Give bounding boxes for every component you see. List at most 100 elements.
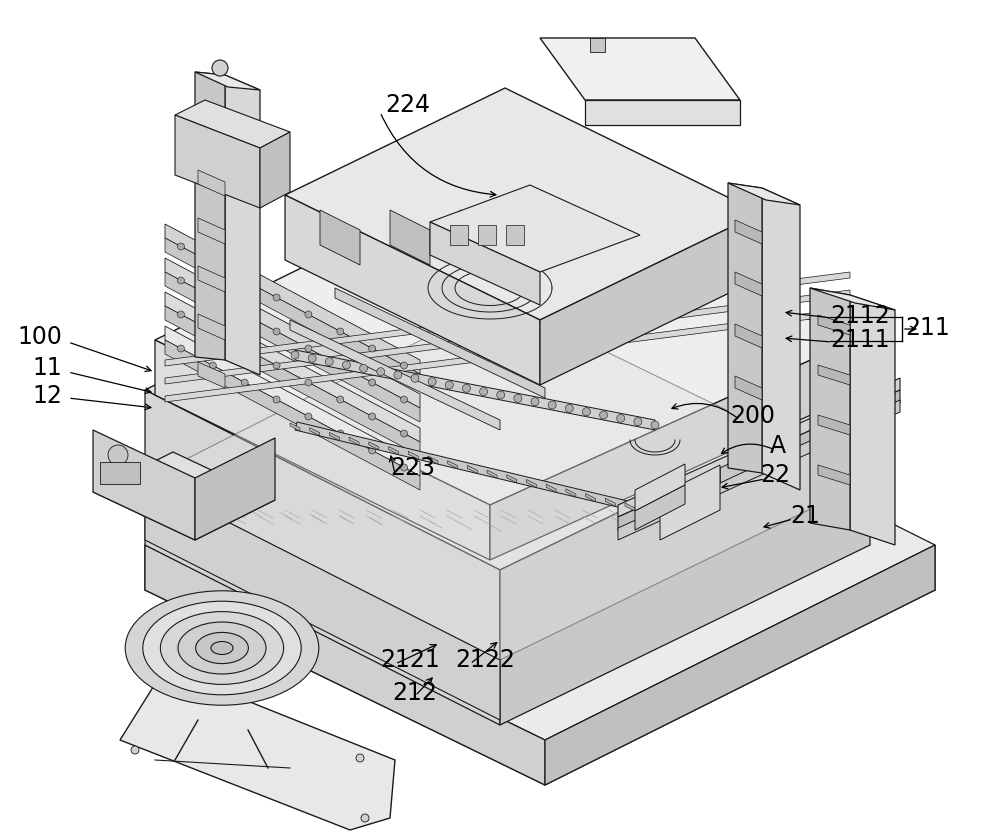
Circle shape — [337, 362, 344, 369]
Polygon shape — [145, 480, 500, 720]
Text: 224: 224 — [385, 93, 430, 117]
Polygon shape — [195, 72, 260, 90]
Polygon shape — [369, 442, 379, 450]
Polygon shape — [165, 306, 420, 456]
Polygon shape — [448, 461, 458, 468]
Polygon shape — [145, 390, 500, 725]
Bar — [506, 225, 524, 245]
Polygon shape — [175, 100, 290, 148]
Polygon shape — [165, 238, 420, 388]
Circle shape — [291, 351, 299, 359]
Polygon shape — [389, 447, 399, 454]
Polygon shape — [155, 175, 855, 505]
Circle shape — [497, 391, 505, 399]
Polygon shape — [430, 222, 540, 305]
Polygon shape — [526, 479, 536, 488]
Bar — [478, 225, 496, 245]
Polygon shape — [735, 272, 762, 296]
Polygon shape — [335, 288, 545, 398]
Circle shape — [241, 311, 248, 318]
Circle shape — [369, 379, 376, 386]
Circle shape — [462, 384, 470, 393]
Polygon shape — [618, 378, 900, 517]
Text: 2112: 2112 — [830, 304, 890, 328]
Polygon shape — [290, 423, 300, 431]
Circle shape — [305, 345, 312, 352]
Polygon shape — [728, 183, 800, 205]
Circle shape — [209, 260, 216, 267]
Polygon shape — [145, 210, 870, 570]
Polygon shape — [165, 290, 850, 384]
Circle shape — [531, 398, 539, 406]
Polygon shape — [195, 72, 225, 360]
Polygon shape — [145, 350, 935, 740]
Polygon shape — [566, 489, 576, 497]
Circle shape — [209, 328, 216, 335]
Circle shape — [651, 421, 659, 429]
Ellipse shape — [160, 612, 284, 685]
Circle shape — [377, 368, 385, 376]
Circle shape — [360, 364, 368, 373]
Circle shape — [273, 328, 280, 335]
Polygon shape — [487, 470, 497, 478]
Circle shape — [369, 413, 376, 420]
Polygon shape — [467, 465, 477, 473]
Polygon shape — [165, 224, 420, 374]
Polygon shape — [430, 185, 640, 272]
Circle shape — [305, 413, 312, 420]
Polygon shape — [728, 183, 762, 473]
Polygon shape — [198, 218, 225, 244]
Polygon shape — [295, 350, 655, 430]
Polygon shape — [735, 220, 762, 244]
Polygon shape — [320, 210, 360, 265]
Circle shape — [177, 243, 184, 250]
Polygon shape — [225, 75, 260, 375]
Circle shape — [273, 396, 280, 403]
Polygon shape — [818, 465, 850, 485]
Ellipse shape — [125, 591, 319, 706]
Polygon shape — [120, 668, 395, 830]
Circle shape — [209, 362, 216, 369]
Polygon shape — [735, 376, 762, 400]
Circle shape — [209, 294, 216, 301]
Circle shape — [394, 371, 402, 379]
Circle shape — [146, 676, 154, 684]
Circle shape — [582, 408, 590, 416]
Polygon shape — [165, 340, 420, 490]
Polygon shape — [428, 456, 438, 464]
Text: 223: 223 — [390, 456, 435, 480]
Polygon shape — [635, 464, 685, 511]
Ellipse shape — [143, 602, 301, 695]
Text: 11: 11 — [32, 356, 62, 380]
Text: 200: 200 — [730, 404, 775, 428]
Polygon shape — [198, 362, 225, 388]
Circle shape — [361, 814, 369, 822]
Circle shape — [548, 401, 556, 409]
Polygon shape — [490, 340, 855, 560]
Text: 2122: 2122 — [455, 648, 515, 672]
Polygon shape — [145, 545, 935, 785]
Circle shape — [445, 381, 453, 389]
Polygon shape — [507, 475, 517, 483]
Polygon shape — [818, 415, 850, 435]
Circle shape — [177, 345, 184, 352]
Polygon shape — [718, 468, 720, 485]
Polygon shape — [295, 422, 632, 510]
Circle shape — [273, 362, 280, 369]
Circle shape — [634, 418, 642, 426]
Circle shape — [177, 277, 184, 284]
Text: 2121: 2121 — [380, 648, 440, 672]
Polygon shape — [155, 340, 490, 560]
Polygon shape — [762, 188, 800, 490]
Polygon shape — [408, 451, 418, 459]
Circle shape — [356, 754, 364, 762]
Polygon shape — [810, 288, 895, 310]
Polygon shape — [93, 452, 275, 540]
Polygon shape — [540, 38, 740, 100]
Ellipse shape — [211, 641, 233, 655]
Polygon shape — [165, 308, 850, 402]
Polygon shape — [290, 320, 500, 430]
Polygon shape — [165, 272, 420, 422]
Polygon shape — [390, 210, 430, 265]
Bar — [100, 462, 140, 484]
